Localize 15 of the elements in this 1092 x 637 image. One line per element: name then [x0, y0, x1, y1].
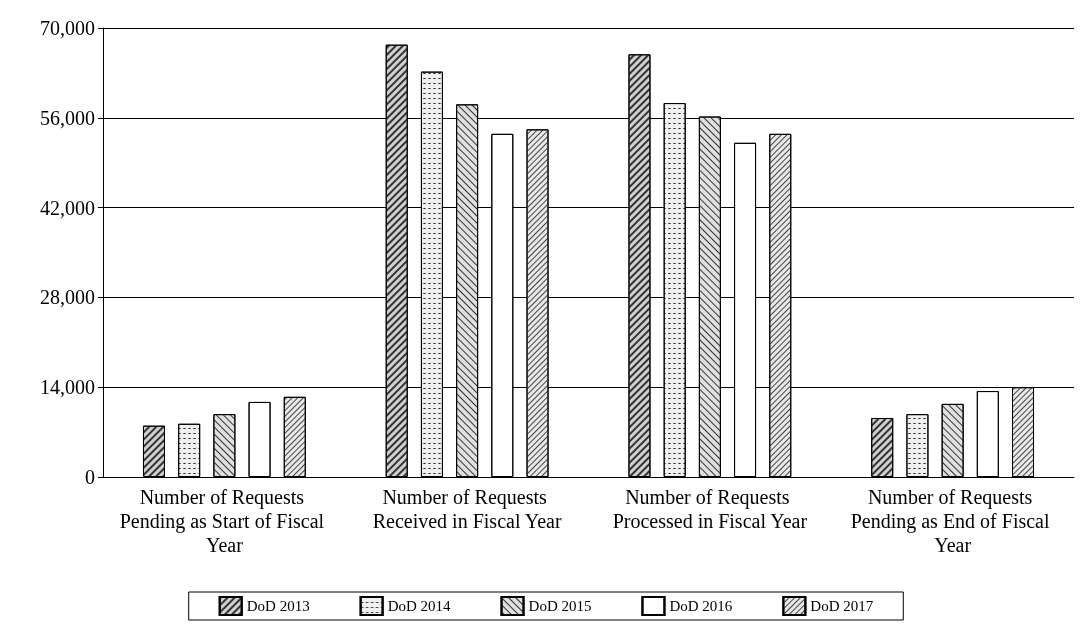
x-tick-label: Number of Requests Processed in Fiscal Year	[612, 486, 808, 532]
x-tick-label: Number of Requests Pending as Start of Fiscal Year	[119, 486, 330, 556]
legend-label: DoD 2015	[528, 598, 592, 614]
x-tick-label: Number of Requests Pending as End of Fiscal Year	[850, 486, 1055, 556]
y-tick-label: 28,000	[40, 286, 95, 309]
legend-label: DoD 2014	[387, 598, 452, 614]
y-tick-label: 56,000	[40, 106, 95, 129]
y-tick-label: 14,000	[40, 376, 95, 399]
legend-label: DoD 2013	[246, 598, 310, 614]
y-tick-label: 42,000	[40, 196, 95, 219]
y-tick-label: 0	[85, 466, 95, 488]
x-tick-label: Number of Requests Received in Fiscal Year	[372, 486, 562, 532]
legend-label: DoD 2017	[810, 598, 874, 614]
legend-label: DoD 2016	[669, 598, 733, 614]
y-tick-label: 70,000	[40, 17, 95, 39]
